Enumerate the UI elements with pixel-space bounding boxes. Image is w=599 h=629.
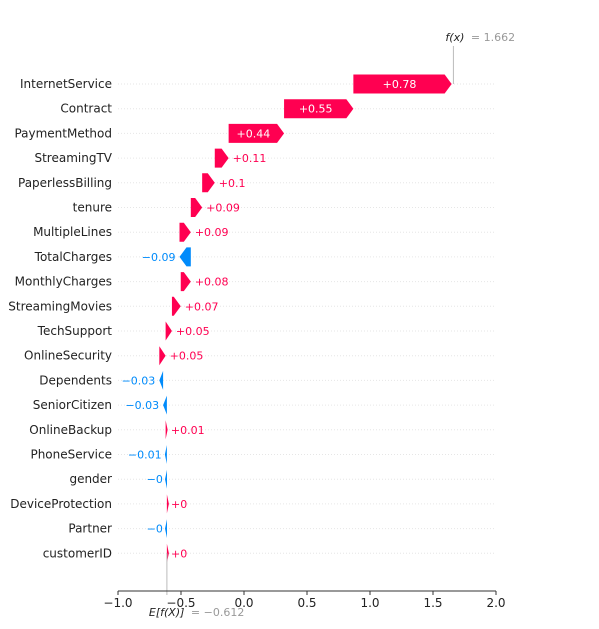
feature-label: TechSupport — [37, 324, 113, 338]
contribution-bar — [214, 148, 229, 168]
value-label: −0.09 — [142, 251, 176, 264]
feature-label: PhoneService — [30, 448, 112, 462]
feature-labels: InternetService Contract PaymentMethod Stre… — [8, 77, 113, 560]
x-tick-label: 1.0 — [360, 596, 379, 610]
value-label: +0.44 — [236, 127, 270, 140]
value-label: −0 — [147, 473, 163, 486]
contribution-bar — [171, 296, 181, 316]
feature-label: tenure — [73, 201, 112, 215]
x-axis: −1.0 −0.5 0.0 0.5 1.0 1.5 2.0 — [103, 590, 506, 610]
value-label: −0.01 — [128, 449, 162, 462]
feature-label: PaymentMethod — [14, 126, 112, 140]
feature-label: MultipleLines — [33, 225, 112, 239]
value-label: −0.03 — [122, 374, 156, 387]
value-label: +0.07 — [185, 300, 219, 313]
feature-label: SeniorCitizen — [33, 398, 112, 412]
feature-label: Contract — [60, 102, 112, 116]
contribution-bar — [166, 494, 169, 514]
value-label: +0.05 — [176, 325, 210, 338]
x-tick-label: 0.5 — [297, 596, 316, 610]
contribution-bars: +0.78 +0.55 +0.44 +0.11 +0.1 +0.09 +0.09 −0.09 +… — [122, 74, 452, 563]
contribution-bar — [159, 370, 164, 390]
feature-label: InternetService — [20, 77, 112, 91]
contribution-bar — [163, 395, 167, 415]
value-label: +0.11 — [233, 152, 267, 165]
value-label: +0 — [171, 498, 187, 511]
feature-label: customerID — [43, 546, 112, 560]
value-label: +0 — [171, 547, 187, 560]
contribution-bar — [180, 272, 191, 292]
feature-label: Dependents — [39, 373, 112, 387]
contribution-bar — [179, 247, 191, 267]
feature-label: OnlineSecurity — [24, 349, 112, 363]
value-label: +0.09 — [206, 202, 240, 215]
value-label: +0.1 — [219, 177, 246, 190]
contribution-bar — [165, 420, 168, 440]
contribution-bar — [165, 519, 168, 539]
contribution-bar — [164, 445, 167, 464]
contribution-bar — [284, 99, 354, 119]
base-value-number: = −0.612 — [191, 606, 244, 619]
feature-label: StreamingMovies — [8, 299, 112, 313]
base-value-prefix: E[f(X)] — [149, 606, 185, 619]
feature-label: StreamingTV — [34, 151, 112, 165]
output-value-label: f(x) = 1.662 — [445, 31, 515, 44]
contribution-bar — [165, 321, 172, 341]
value-label: +0.09 — [195, 226, 229, 239]
value-label: +0.08 — [195, 276, 229, 289]
contribution-bar — [190, 198, 203, 217]
x-tick-label: 1.5 — [423, 596, 442, 610]
value-label: −0.03 — [125, 399, 159, 412]
feature-label: Partner — [68, 522, 112, 536]
feature-label: TotalCharges — [34, 250, 112, 264]
feature-label: MonthlyCharges — [15, 275, 112, 289]
base-value-label: E[f(X)] = −0.612 — [149, 606, 244, 619]
value-label: +0.78 — [383, 78, 417, 91]
x-tick-label: −0.5 — [166, 596, 195, 610]
output-value-prefix: f(x) — [445, 31, 464, 44]
contribution-bar — [159, 346, 166, 366]
x-tick-label: 2.0 — [486, 596, 505, 610]
contribution-bar — [353, 74, 452, 94]
x-tick-label: −1.0 — [103, 596, 132, 610]
value-label: +0.01 — [171, 424, 205, 437]
value-label: −0 — [147, 523, 163, 536]
output-value-number: = 1.662 — [471, 31, 515, 44]
contribution-bar — [202, 173, 215, 193]
x-tick-label: 0.0 — [234, 596, 253, 610]
contribution-bar — [228, 123, 285, 143]
value-label: +0.05 — [170, 350, 204, 363]
value-label: +0.55 — [299, 103, 333, 116]
row-grid-lines — [118, 83, 496, 554]
contribution-bar — [179, 222, 191, 242]
contribution-bar — [165, 469, 168, 489]
feature-label: gender — [69, 472, 112, 486]
feature-label: PaperlessBilling — [18, 176, 112, 190]
feature-label: DeviceProtection — [10, 497, 112, 511]
feature-label: OnlineBackup — [29, 423, 112, 437]
